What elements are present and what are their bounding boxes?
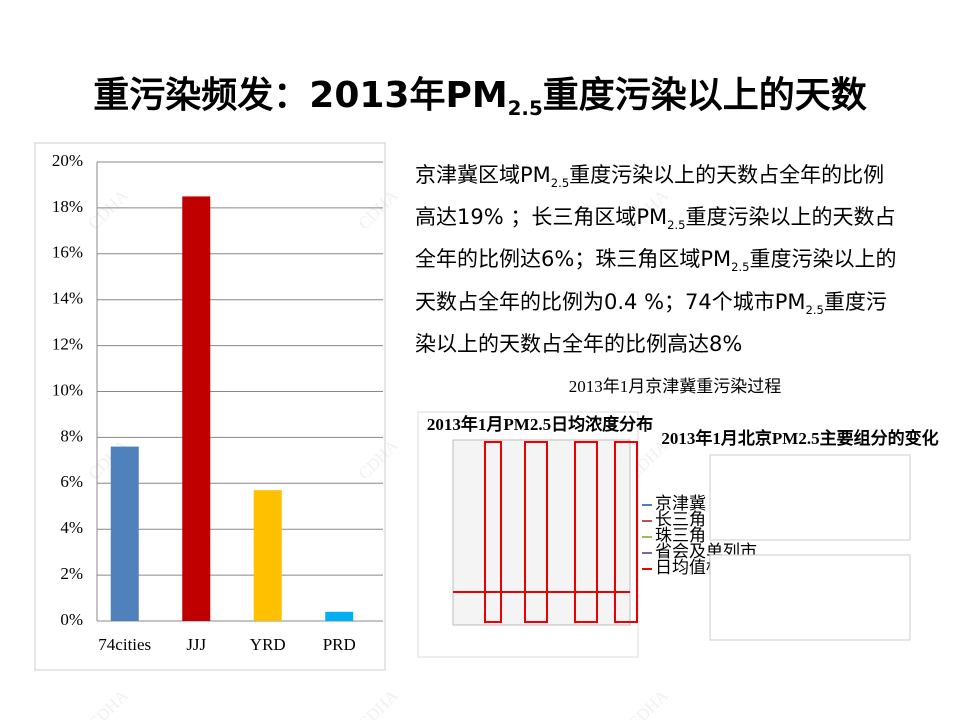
paragraph: 京津冀区域PM2.5重度污染以上的天数占全年的比例高达19% ；长三角区域PM2…: [415, 158, 905, 361]
image-plot: [452, 439, 631, 626]
text-run: 重度污染以上的天数占全年的比例高达19% ；长三角区域PM: [415, 163, 885, 230]
y-tick-label: 0%: [60, 610, 83, 629]
bar: [182, 196, 211, 622]
figure-caption: 2013年1月京津冀重污染过程: [569, 377, 782, 396]
y-tick-label: 18%: [52, 197, 83, 216]
subscript: 2.5: [731, 260, 750, 275]
x-tick-label: YRD: [250, 635, 286, 654]
highlight-box: [524, 441, 548, 623]
chart-frame: [34, 142, 386, 671]
highlight-box: [484, 441, 502, 623]
bar: [325, 611, 354, 621]
subscript: 2.5: [805, 302, 824, 317]
subscript: 2.5: [507, 97, 543, 121]
subscript: 2.5: [667, 218, 686, 233]
image-plot: [709, 554, 911, 641]
bar: [253, 490, 282, 621]
y-tick-label: 20%: [52, 151, 83, 170]
y-tick-label: 16%: [52, 243, 83, 262]
highlight-box: [574, 441, 598, 623]
subscript: 2.5: [550, 176, 570, 191]
x-tick-label: 74cities: [98, 635, 151, 654]
legend-label: 珠三角: [655, 526, 706, 545]
slide-title: 重污染频发：2013年PM2.5重度污染以上的天数: [0, 66, 960, 120]
text-run: 京津冀区域PM: [415, 163, 551, 187]
text-run: 重度污染以上的天数占全年的比例达6%；珠三角区域PM: [415, 205, 896, 272]
x-tick-label: JJJ: [186, 635, 206, 654]
y-tick-label: 8%: [60, 426, 83, 445]
y-tick-label: 12%: [52, 335, 83, 354]
text-run: 重度污染以上的天数占全年的比例高达8%: [415, 289, 887, 356]
y-tick-label: 6%: [60, 472, 83, 491]
image-plot: [709, 454, 911, 541]
highlight-box: [614, 441, 638, 623]
y-tick-label: 4%: [60, 518, 83, 537]
bar: [110, 446, 139, 621]
text-run: 重度污染以上的天数: [542, 75, 867, 116]
x-tick-label: PRD: [323, 635, 356, 654]
image-title: 2013年1月北京PM2.5主要组分的变化: [661, 428, 938, 448]
y-tick-label: 10%: [52, 380, 83, 399]
image-title: 2013年1月PM2.5日均浓度分布: [427, 414, 653, 434]
text-run: 重度污染以上的天数占全年的比例为0.4 %；74个城市PM: [415, 247, 897, 314]
legend-label: 京津冀: [655, 494, 706, 513]
y-tick-label: 14%: [52, 289, 83, 308]
y-tick-label: 2%: [60, 564, 83, 583]
text-run: 重污染频发：2013年PM: [93, 75, 508, 116]
legend-label: 长三角: [655, 510, 706, 529]
